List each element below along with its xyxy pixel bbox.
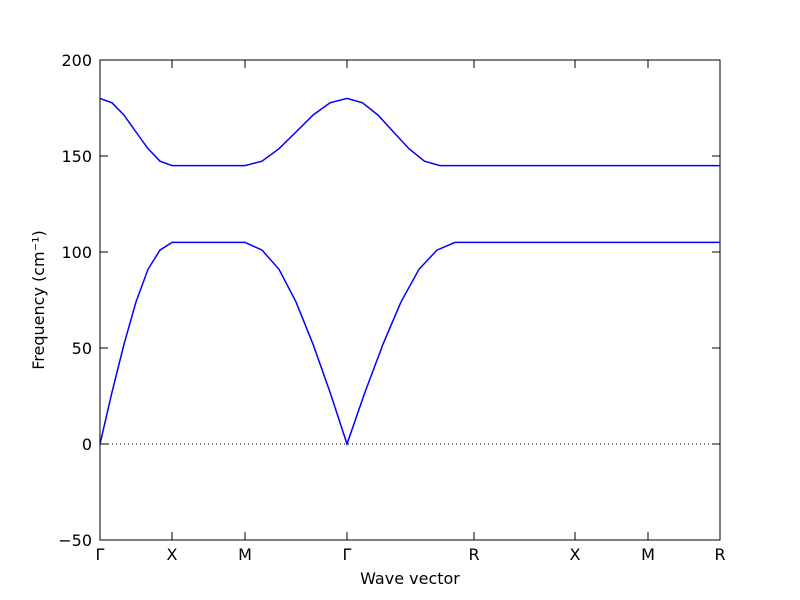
x-tick-label: Γ — [96, 545, 105, 564]
y-tick-label: 0 — [82, 435, 92, 454]
y-tick-label: 100 — [61, 243, 92, 262]
x-axis-label: Wave vector — [360, 569, 460, 588]
x-tick-label: Γ — [343, 545, 352, 564]
x-tick-label: R — [714, 545, 725, 564]
x-tick-label: M — [641, 545, 655, 564]
plot-frame — [99, 59, 721, 541]
y-tick-label: 150 — [61, 147, 92, 166]
y-axis-label: Frequency (cm⁻¹) — [29, 230, 48, 369]
y-tick-label: 50 — [72, 339, 92, 358]
y-tick-label: 200 — [61, 51, 92, 70]
series-line — [99, 241, 720, 447]
x-tick-label: X — [570, 545, 581, 564]
x-tick-label: R — [468, 545, 479, 564]
x-tick-label: M — [238, 545, 252, 564]
x-tick-label: X — [167, 545, 178, 564]
y-tick-label: −50 — [58, 531, 92, 550]
series-line — [99, 97, 720, 167]
